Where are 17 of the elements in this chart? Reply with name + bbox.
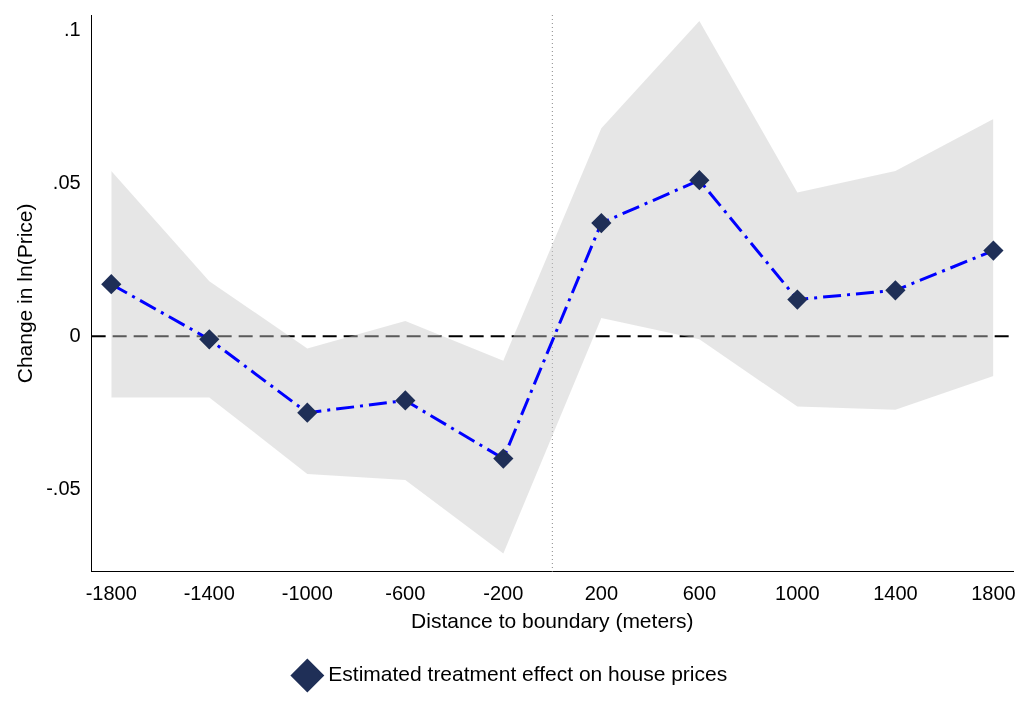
x-tick-label: -200 [483, 582, 524, 605]
y-tick-label: .05 [52, 170, 81, 193]
x-tick-label: 600 [682, 582, 717, 605]
y-axis-title: Change in ln(Price) [13, 203, 37, 384]
x-tick-label: 1400 [873, 582, 918, 605]
y-tick-label: 0 [69, 323, 81, 346]
y-tick-label: .1 [63, 17, 81, 40]
x-tick-label: -1400 [183, 582, 235, 605]
legend-label: Estimated treatment effect on house prices [328, 662, 728, 686]
x-tick-label: 1000 [775, 582, 820, 605]
x-tick-label: -1800 [85, 582, 137, 605]
x-tick-label: -600 [385, 582, 426, 605]
x-tick-label: -1000 [281, 582, 333, 605]
y-tick-label: -.05 [46, 476, 81, 499]
x-axis-title: Distance to boundary (meters) [411, 609, 694, 633]
x-tick-label: 200 [584, 582, 619, 605]
x-tick-label: 1800 [971, 582, 1016, 605]
